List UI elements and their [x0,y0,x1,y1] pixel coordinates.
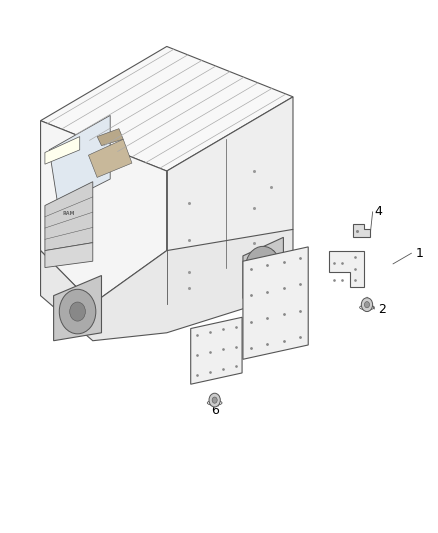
Text: 5: 5 [230,329,238,342]
Circle shape [70,302,85,321]
Polygon shape [97,128,123,146]
Circle shape [209,393,220,407]
Polygon shape [41,229,293,341]
Text: 1: 1 [415,247,423,260]
Polygon shape [243,247,308,359]
Polygon shape [328,251,364,287]
Circle shape [361,298,373,312]
Text: 6: 6 [212,404,219,417]
Polygon shape [45,243,93,268]
Circle shape [364,302,370,308]
Polygon shape [45,136,80,164]
Polygon shape [41,46,293,171]
Text: 3: 3 [267,249,275,262]
Polygon shape [88,139,132,177]
Circle shape [212,397,217,403]
Polygon shape [191,317,242,384]
Polygon shape [41,120,167,304]
Polygon shape [53,276,102,341]
Circle shape [256,259,270,276]
Text: 2: 2 [378,303,386,317]
Text: 4: 4 [374,205,382,219]
Polygon shape [167,97,293,304]
Polygon shape [49,115,110,206]
Text: RAM: RAM [63,211,75,216]
Polygon shape [243,237,283,298]
Polygon shape [45,182,93,251]
Circle shape [59,289,96,334]
Circle shape [246,246,280,289]
Polygon shape [353,223,371,237]
